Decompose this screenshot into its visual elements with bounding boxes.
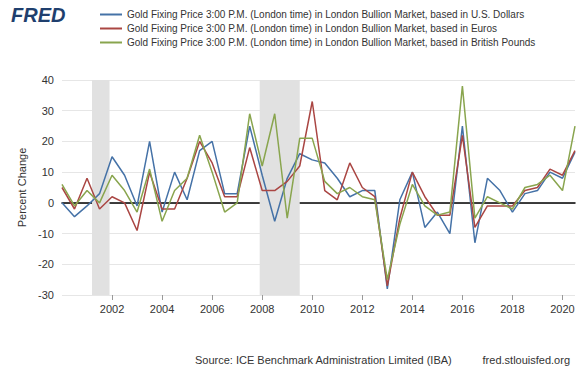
svg-text:2004: 2004 xyxy=(150,303,174,315)
svg-text:2010: 2010 xyxy=(300,303,324,315)
svg-text:40: 40 xyxy=(42,74,54,86)
svg-text:Gold Fixing Price 3:00 P.M. (L: Gold Fixing Price 3:00 P.M. (London time… xyxy=(127,23,497,34)
svg-text:2002: 2002 xyxy=(100,303,124,315)
svg-text:Percent Change: Percent Change xyxy=(16,148,28,228)
svg-text:2018: 2018 xyxy=(500,303,524,315)
svg-text:-30: -30 xyxy=(38,289,54,301)
svg-text:-20: -20 xyxy=(38,258,54,270)
svg-text:2014: 2014 xyxy=(400,303,424,315)
svg-text:0: 0 xyxy=(48,197,54,209)
svg-text:2012: 2012 xyxy=(350,303,374,315)
svg-text:Gold Fixing Price 3:00 P.M. (L: Gold Fixing Price 3:00 P.M. (London time… xyxy=(127,9,524,20)
svg-text:20: 20 xyxy=(42,135,54,147)
svg-text:2020: 2020 xyxy=(550,303,574,315)
svg-text:2006: 2006 xyxy=(200,303,224,315)
svg-text:Gold Fixing Price 3:00 P.M. (L: Gold Fixing Price 3:00 P.M. (London time… xyxy=(127,37,535,48)
svg-text:2008: 2008 xyxy=(250,303,274,315)
svg-text:10: 10 xyxy=(42,166,54,178)
svg-text:Source: ICE Benchmark Administ: Source: ICE Benchmark Administration Lim… xyxy=(195,354,452,366)
svg-text:FRED: FRED xyxy=(11,4,65,26)
svg-text:30: 30 xyxy=(42,105,54,117)
svg-text:fred.stlouisfed.org: fred.stlouisfed.org xyxy=(483,354,570,366)
svg-text:-10: -10 xyxy=(38,228,54,240)
svg-text:2016: 2016 xyxy=(450,303,474,315)
